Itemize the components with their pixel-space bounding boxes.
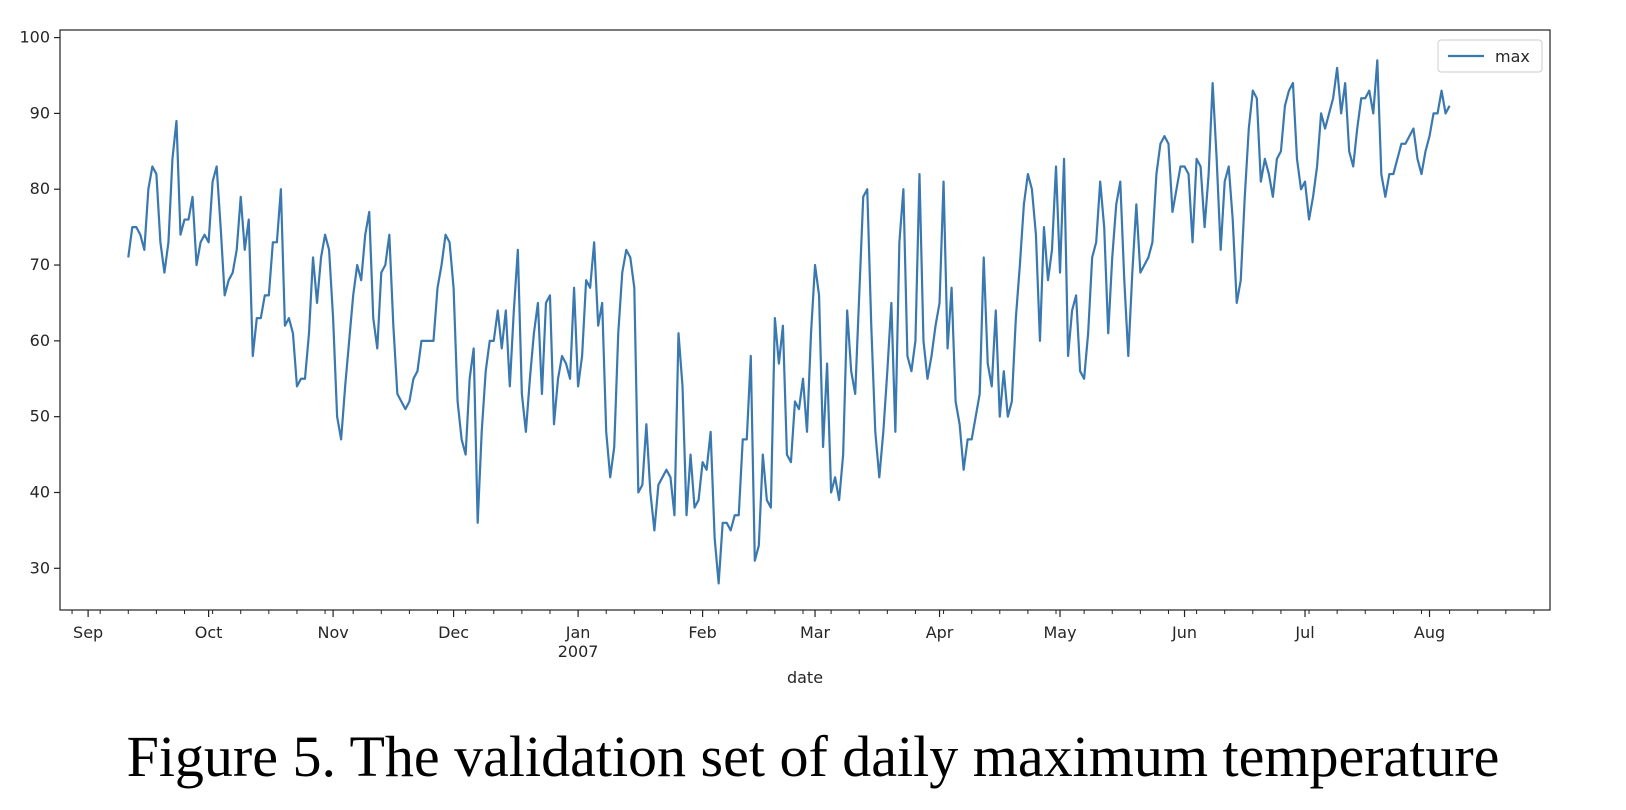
x-tick-label: Jan [565,623,591,642]
x-tick-label: Oct [195,623,223,642]
legend-label-max: max [1495,47,1530,66]
x-tick-label: Sep [73,623,103,642]
x-axis-title: date [787,668,823,687]
legend: max [1437,39,1543,73]
y-tick-label: 50 [30,407,50,426]
y-tick-label: 100 [19,28,50,47]
x-tick-sublabel: 2007 [558,642,599,661]
series-layer [127,59,1451,585]
y-tick-label: 30 [30,558,50,577]
x-tick-label: Mar [800,623,831,642]
y-tick-label: 60 [30,331,50,350]
series-line-max [127,59,1451,585]
x-tick-label: Jul [1294,623,1314,642]
y-tick-label: 80 [30,179,50,198]
x-tick-label: Nov [317,623,348,642]
x-tick-label: Jun [1171,623,1197,642]
plot-area [59,29,1551,611]
x-tick-label: Feb [688,623,716,642]
x-tick-label: May [1043,623,1076,642]
y-tick-label: 40 [30,482,50,501]
legend-box [1437,39,1543,73]
y-axis: 30 40 50 60 70 80 90 100 [19,28,60,577]
x-tick-label: Dec [438,623,469,642]
x-tick-label: Aug [1414,623,1445,642]
y-tick-label: 90 [30,103,50,122]
x-tick-label: Apr [926,623,954,642]
figure-caption: Figure 5. The validation set of daily ma… [126,724,1500,789]
plot-frame [59,29,1551,611]
y-tick-label: 70 [30,255,50,274]
